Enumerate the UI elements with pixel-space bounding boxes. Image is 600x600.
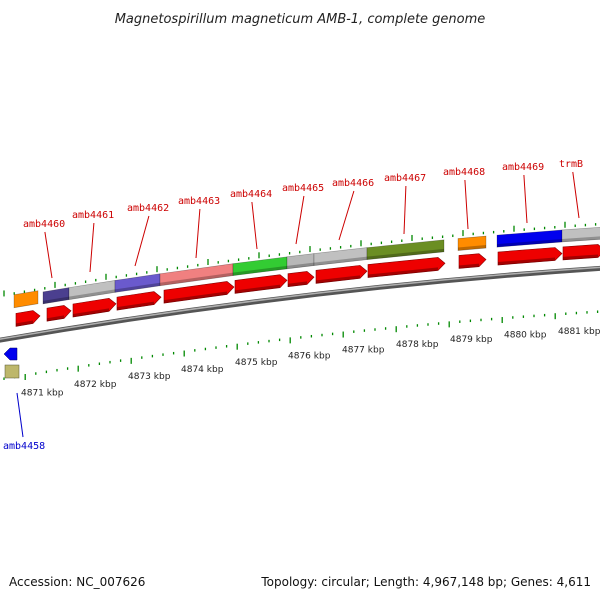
gene-labels: amb4460 amb4461 amb4462 amb4463 amb4464 amb44… — [23, 159, 583, 230]
upper-tick-row — [3, 221, 597, 297]
gene-label-trmb: trmB — [559, 159, 583, 170]
kbp-scale: 4871 kbp 4872 kbp 4873 kbp 4874 kbp 4875 kbp… — [21, 327, 600, 399]
strand-arrow-shade — [164, 291, 227, 304]
gene-label-amb4468: amb4468 — [443, 167, 485, 178]
kbp-label-4872: 4872 kbp — [74, 380, 117, 390]
strand-arrow — [163, 281, 235, 304]
gene-label-amb4464: amb4464 — [230, 189, 272, 200]
strand-arrow — [497, 247, 563, 266]
strand-arrow-shade — [73, 308, 109, 317]
gene-label-amb4465: amb4465 — [282, 183, 324, 194]
leader-amb4466 — [338, 190, 355, 241]
kbp-label-4873: 4873 kbp — [128, 372, 171, 382]
gene-box-amb4469-shade — [497, 238, 562, 248]
lower-tick-row — [3, 310, 599, 381]
kbp-label-4880: 4880 kbp — [504, 331, 547, 341]
leader-amb4462 — [134, 215, 150, 267]
gene-box-trmb-shade — [562, 236, 600, 242]
gene-box-amb4467-shade — [367, 248, 444, 260]
kbp-label-4875: 4875 kbp — [235, 358, 278, 368]
strand-arrow — [46, 305, 72, 322]
kbp-label-4871: 4871 kbp — [21, 389, 64, 399]
strand-arrow-shade — [498, 257, 555, 266]
strand-arrow — [15, 310, 41, 327]
gene-box-amb4467 — [366, 239, 445, 260]
strand-arrow — [367, 257, 446, 278]
leader-amb4463 — [195, 208, 201, 259]
gene-box-amb4461-shade — [69, 289, 115, 300]
label-leader-lines — [44, 171, 580, 279]
leader-amb4465 — [295, 195, 305, 245]
gene-box-amb4465-shade — [287, 262, 314, 269]
strand-arrow-shade — [117, 301, 154, 311]
kbp-label-4878: 4878 kbp — [396, 340, 439, 350]
leader-amb4469 — [523, 174, 528, 224]
gene-label-amb4467: amb4467 — [384, 173, 426, 184]
genome-backbone — [0, 265, 600, 343]
strand-arrow — [562, 244, 600, 261]
strand-arrow-shade — [459, 263, 479, 269]
strand-arrow — [234, 274, 288, 294]
gene-box-amb4468 — [457, 235, 487, 251]
gene-label-amb4462: amb4462 — [127, 203, 169, 214]
leader-amb4468 — [464, 179, 469, 230]
gene-box-trmb — [561, 227, 600, 243]
leader-trmb — [572, 171, 580, 219]
strand-arrow-row — [15, 244, 600, 327]
neg-gene-label: amb4458 — [3, 441, 45, 452]
gene-box-amb4468-shade — [458, 245, 486, 251]
leader-amb4461 — [89, 222, 95, 273]
gene-box-amb4460-shade — [43, 296, 69, 304]
map-title: Magnetospirillum magneticum AMB-1, compl… — [115, 12, 486, 27]
strand-arrow-shade — [47, 315, 64, 322]
gene-label-amb4469: amb4469 — [502, 162, 544, 173]
gene-box-amb4466-shade — [314, 256, 367, 266]
topology-text: Topology: circular; Length: 4,967,148 bp… — [260, 575, 591, 589]
neg-strand-box — [4, 364, 20, 379]
strand-arrow — [315, 265, 368, 284]
gene-box-amb4462-shade — [115, 282, 160, 293]
gene-label-amb4461: amb4461 — [72, 210, 114, 221]
gene-box-row — [13, 227, 600, 309]
kbp-label-4881: 4881 kbp — [558, 327, 600, 337]
strand-arrow-shade — [288, 281, 307, 287]
kbp-label-4877: 4877 kbp — [342, 346, 385, 356]
strand-arrow-shade — [316, 275, 360, 284]
gene-box-amb4463-shade — [160, 272, 233, 286]
leader-amb4460 — [44, 231, 53, 279]
gene-label-amb4466: amb4466 — [332, 178, 374, 189]
strand-arrow-shade — [235, 284, 280, 294]
orange-gene-box — [13, 290, 39, 309]
strand-arrow-shade — [563, 254, 598, 260]
genome-backbone-highlight — [0, 266, 600, 340]
accession-text: Accession: NC_007626 — [9, 575, 145, 589]
strand-arrow — [458, 253, 487, 269]
neg-strand-arrow — [3, 347, 18, 361]
gene-label-amb4460: amb4460 — [23, 219, 65, 230]
strand-arrow — [116, 291, 162, 311]
strand-arrow — [72, 298, 117, 318]
gene-box-amb4464-shade — [233, 265, 287, 276]
leader-amb4464 — [251, 201, 258, 250]
strand-arrow-shade — [368, 267, 438, 278]
gene-label-amb4463: amb4463 — [178, 196, 220, 207]
kbp-label-4879: 4879 kbp — [450, 335, 493, 345]
leader-amb4467 — [403, 185, 407, 235]
neg-label-leader — [16, 392, 24, 438]
strand-arrow-shade — [16, 320, 33, 327]
kbp-label-4876: 4876 kbp — [288, 351, 331, 361]
strand-arrow — [287, 271, 315, 288]
kbp-label-4874: 4874 kbp — [181, 365, 224, 375]
